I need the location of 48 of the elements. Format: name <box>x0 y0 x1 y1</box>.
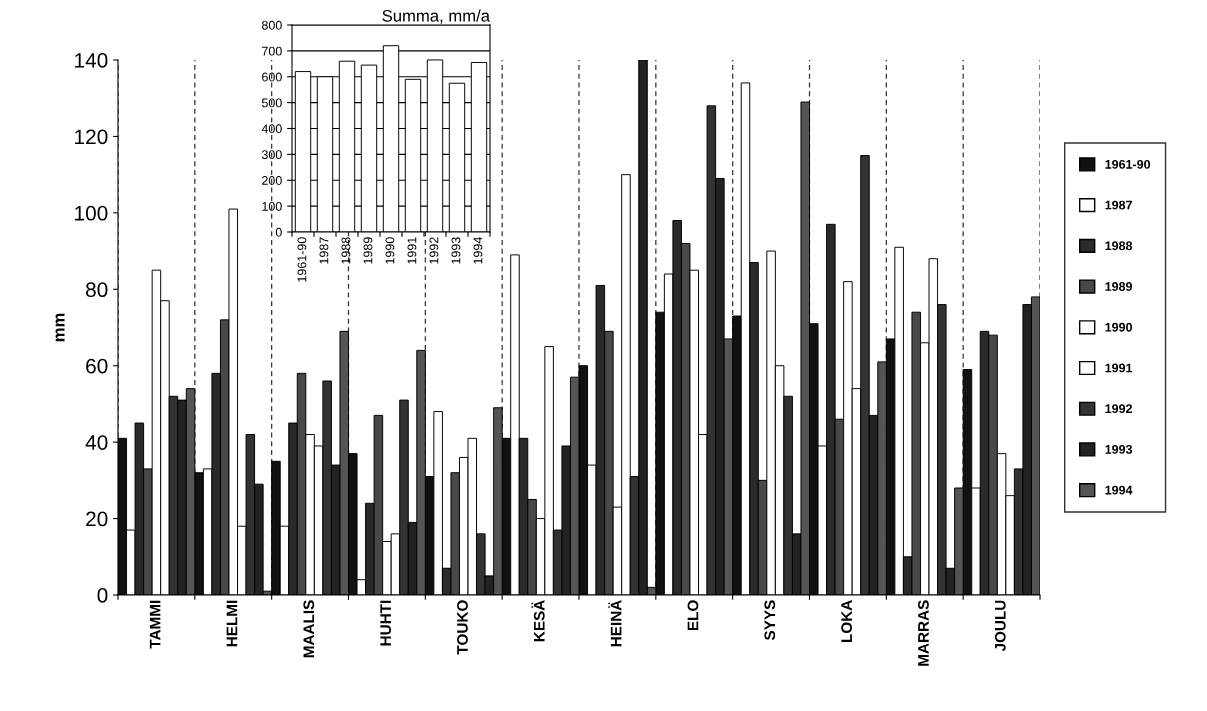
y-tick-label: 500 <box>261 98 282 108</box>
y-tick-label: 140 <box>75 53 108 68</box>
x-tick-label: 1989 <box>363 237 373 264</box>
y-tick-label: 400 <box>261 124 282 134</box>
x-tick-label: 1988 <box>341 237 351 264</box>
x-tick-label: 1987 <box>319 237 329 264</box>
y-tick-label: 100 <box>75 205 108 221</box>
legend-label: 1992 <box>1105 404 1132 414</box>
y-tick-label: 200 <box>262 176 282 185</box>
legend-label: 1993 <box>1105 444 1133 454</box>
legend-label: 1987 <box>1105 200 1132 210</box>
x-tick-label: MARRAS <box>918 600 929 666</box>
x-tick-label: TAMMI <box>149 600 161 649</box>
y-tick-label: 700 <box>262 46 282 56</box>
y-tick-label: 0 <box>275 227 282 237</box>
x-tick-label: 1994 <box>473 237 483 264</box>
x-tick-label: 1990 <box>385 237 395 264</box>
x-tick-label: KESÄ <box>531 600 545 642</box>
y-tick-label: 0 <box>97 588 108 603</box>
legend-label: 1961-90 <box>1105 159 1151 169</box>
y-tick-label: 20 <box>86 511 108 527</box>
x-tick-label: ELO <box>687 600 699 631</box>
x-tick-label: MAALIS <box>303 600 315 658</box>
y-tick-label: 80 <box>86 282 108 298</box>
x-tick-label: TOUKO <box>457 600 468 655</box>
chart-title: Summa, mm/a <box>382 9 490 24</box>
y-tick-label: 100 <box>262 201 282 211</box>
y-tick-label: 600 <box>262 72 282 82</box>
y-tick-label: 40 <box>85 435 108 450</box>
x-tick-label: 1992 <box>429 237 439 264</box>
x-tick-label: 1993 <box>451 237 461 264</box>
x-tick-label: 1991 <box>407 237 417 264</box>
x-tick-label: HUHTI <box>380 600 392 646</box>
legend-label: 1989 <box>1105 282 1133 291</box>
y-axis-title: mm <box>55 313 65 342</box>
x-tick-label: SYYS <box>764 600 776 641</box>
y-tick-label: 120 <box>75 129 108 145</box>
x-tick-label: HELMI <box>226 600 238 647</box>
x-tick-label: LOKA <box>841 600 853 642</box>
y-tick-label: 300 <box>261 150 282 160</box>
legend-label: 1991 <box>1105 363 1133 373</box>
legend-label: 1990 <box>1105 322 1132 332</box>
x-tick-label: 1961-90 <box>297 237 307 282</box>
x-tick-label: JOULU <box>994 600 1006 652</box>
y-tick-label: 800 <box>261 20 282 30</box>
y-tick-label: 60 <box>86 358 108 374</box>
legend-label: 1994 <box>1105 485 1133 495</box>
x-tick-label: HEINÄ <box>608 600 622 647</box>
